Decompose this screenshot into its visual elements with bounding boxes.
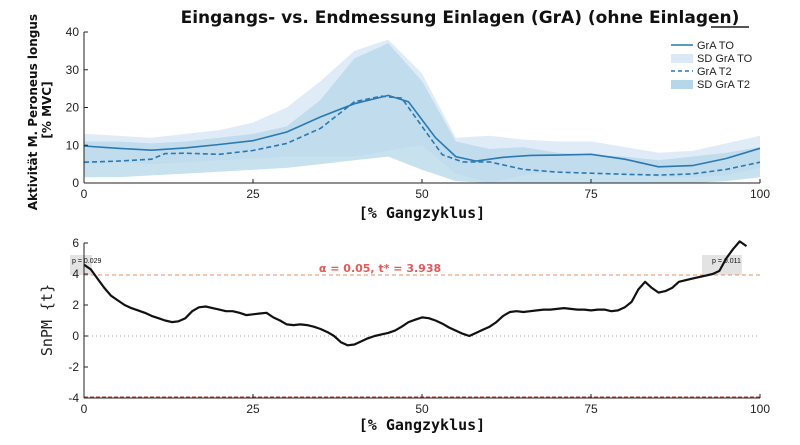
- title-underline: [711, 26, 749, 28]
- top-x-tick-label: 50: [415, 187, 429, 201]
- top-y-tick-label: 0: [72, 176, 79, 190]
- bottom-x-axis-label: [% Gangzyklus]: [359, 416, 485, 434]
- legend-label-gra-t2: GrA T2: [697, 66, 732, 78]
- bottom-x-tick-label: 100: [750, 402, 770, 416]
- top-mean-lines: [83, 94, 761, 176]
- top-ticks: 0 25 50 75 100 0 10 20 30 40: [66, 25, 771, 201]
- top-y-axis-label-line2: [% MVC]: [40, 81, 54, 138]
- top-y-tick-label: 20: [66, 101, 80, 115]
- bottom-x-tick-label: 50: [415, 402, 429, 416]
- bottom-ticks: 0 25 50 75 100 -4 -2 0 2 4 6: [68, 236, 770, 416]
- bottom-y-tick-label: 6: [72, 236, 79, 250]
- bottom-y-tick-label: -4: [68, 391, 79, 405]
- bottom-x-tick-label: 75: [584, 402, 598, 416]
- legend-swatch-sd-gra-to: [671, 54, 693, 63]
- top-x-tick-label: 100: [750, 187, 770, 201]
- bottom-y-tick-label: 4: [72, 267, 79, 281]
- top-x-axis-label: [% Gangzyklus]: [359, 204, 485, 222]
- bottom-y-tick-label: 2: [72, 298, 79, 312]
- top-x-tick-label: 25: [246, 187, 260, 201]
- snpm-line: [83, 240, 748, 347]
- bottom-y-tick-label: -2: [68, 360, 79, 374]
- legend-swatch-sd-gra-t2: [671, 80, 693, 89]
- legend-label-sd-gra-t2: SD GrA T2: [697, 79, 750, 91]
- bottom-x-tick-label: 25: [246, 402, 260, 416]
- bottom-snpm-curve: [83, 240, 748, 347]
- top-y-tick-label: 10: [66, 138, 80, 152]
- top-x-tick-label: 75: [584, 187, 598, 201]
- legend: GrA TO SD GrA TO GrA T2 SD GrA T2: [671, 40, 753, 91]
- top-y-axis-label-line1: Aktivität M. Peroneus longus: [26, 14, 40, 210]
- series-line-gra-t2: [83, 95, 761, 176]
- threshold-label: α = 0.05, t* = 3.938: [319, 262, 441, 275]
- top-chart: Eingangs- vs. Endmessung Einlagen (GrA) …: [26, 8, 770, 222]
- legend-label-sd-gra-to: SD GrA TO: [697, 53, 753, 65]
- legend-label-gra-to: GrA TO: [697, 40, 734, 52]
- top-y-axis-label: Aktivität M. Peroneus longus [% MVC]: [26, 10, 54, 210]
- top-y-tick-label: 30: [66, 63, 80, 77]
- cluster-shade: [70, 255, 92, 275]
- bottom-y-tick-label: 0: [72, 329, 79, 343]
- bottom-chart: p = 0.029 p = 0.011 0 25 50 75 100 -4 -2 0 2 4 6 α …: [38, 236, 770, 434]
- cluster-p-value: p = 0.029: [72, 258, 101, 265]
- top-y-tick-label: 40: [66, 25, 80, 39]
- bottom-y-axis-label: SnPM {t}: [38, 284, 56, 356]
- top-chart-title: Eingangs- vs. Endmessung Einlagen (GrA) …: [181, 8, 740, 28]
- top-sd-bands: [84, 39, 760, 183]
- sd-band-gra-t2: [84, 43, 760, 183]
- bottom-x-tick-label: 0: [81, 402, 88, 416]
- cluster-p-value: p = 0.011: [712, 258, 741, 265]
- series-line-gra-to: [83, 94, 761, 168]
- top-x-tick-label: 0: [81, 187, 88, 201]
